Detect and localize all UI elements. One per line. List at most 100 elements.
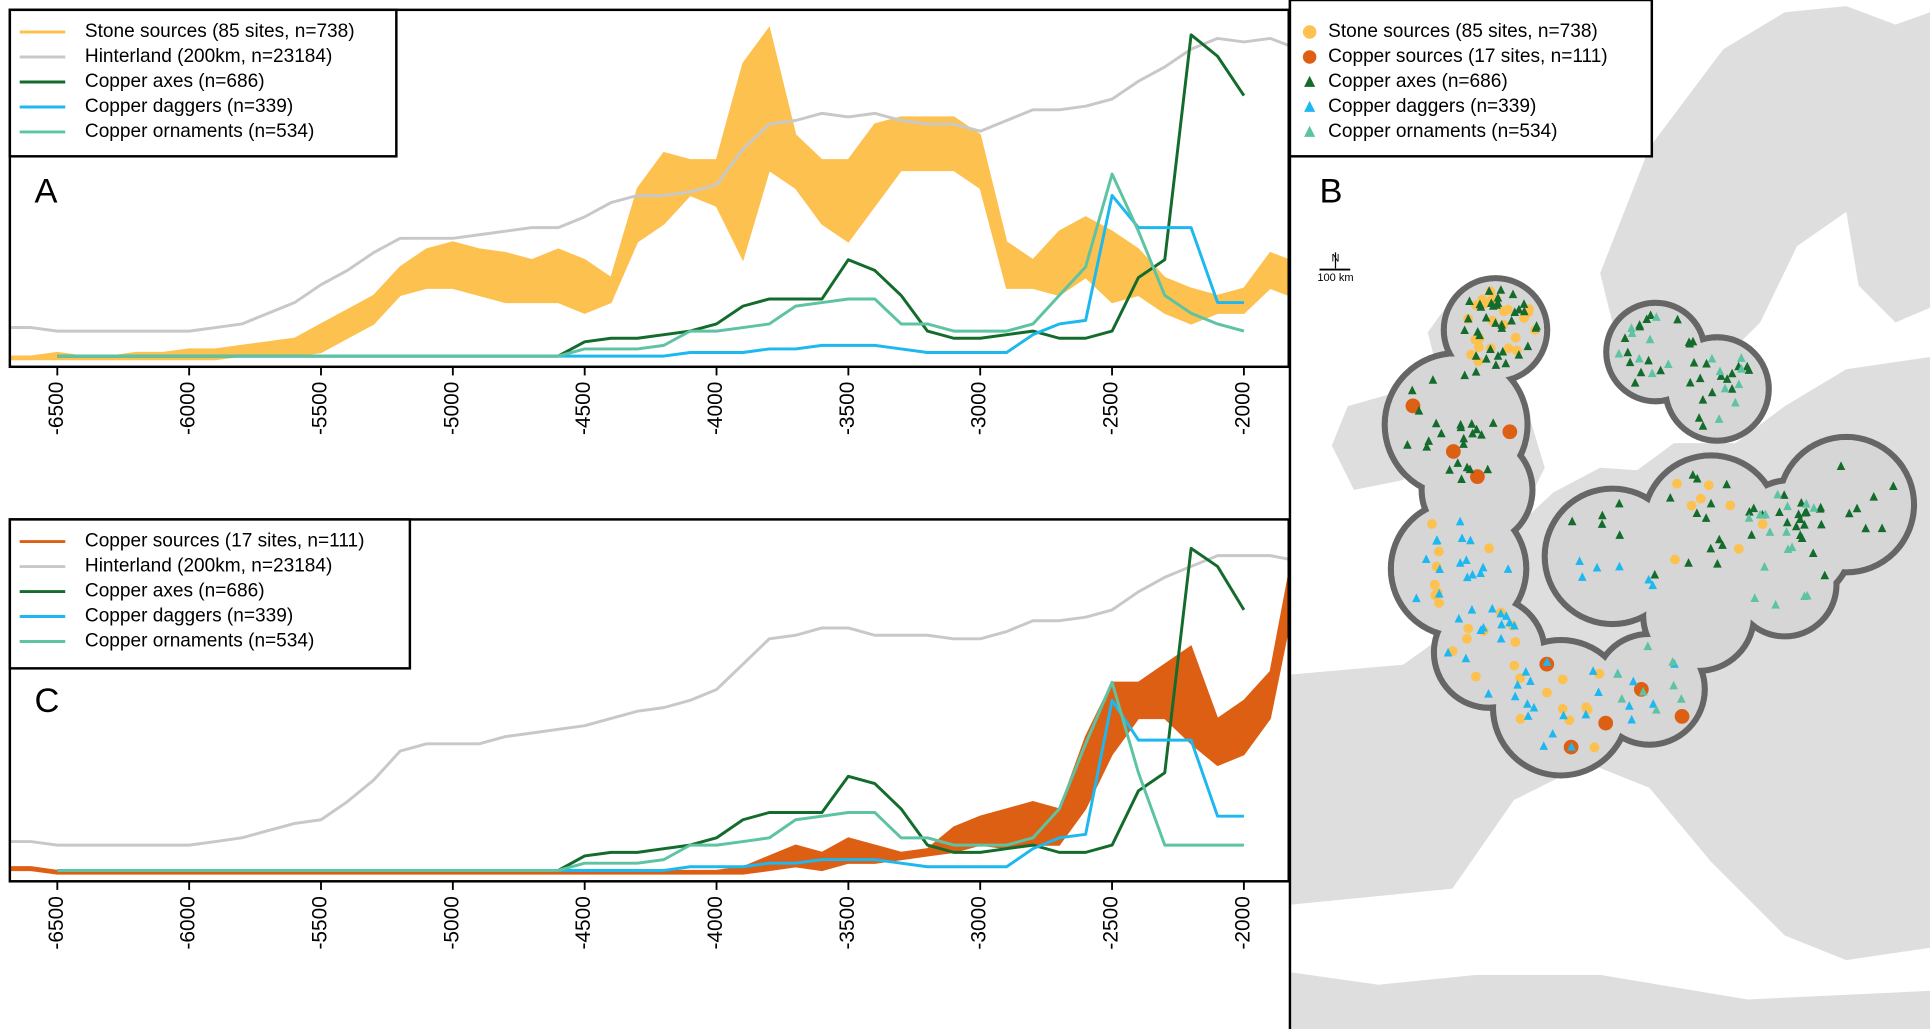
site-marker (1731, 397, 1740, 407)
site-marker (1749, 503, 1759, 513)
site-marker (1702, 358, 1711, 368)
site-marker (1422, 441, 1432, 451)
site-marker (1428, 375, 1438, 384)
site-marker (1773, 489, 1782, 499)
legend-label: Stone sources (85 sites, n=738) (85, 21, 355, 42)
site-marker (1684, 558, 1693, 567)
site-marker (1797, 498, 1806, 507)
site-marker (1483, 464, 1493, 474)
site-marker (1800, 519, 1809, 529)
site-marker (1479, 622, 1488, 632)
site-marker (1567, 741, 1576, 751)
site-marker (1445, 444, 1461, 459)
plot-frame (8, 8, 1290, 369)
site-marker (1686, 500, 1697, 511)
land (1600, 6, 1930, 360)
legend-marker (1302, 25, 1317, 39)
site-marker (1715, 366, 1725, 376)
site-buffer (1381, 275, 1918, 779)
site-marker (1461, 653, 1471, 663)
site-marker (1695, 373, 1705, 383)
legend-label: Copper ornaments (n=534) (1328, 121, 1557, 142)
site-marker (1507, 315, 1516, 325)
site-marker (1620, 333, 1630, 342)
x-tick-label: -3500 (836, 382, 859, 435)
site-marker (1502, 304, 1513, 315)
site-marker (1652, 705, 1661, 714)
site-marker (1559, 710, 1568, 720)
site-marker (1539, 741, 1549, 750)
site-marker (1727, 368, 1737, 378)
site-marker (1625, 357, 1635, 367)
x-tick-label: -6500 (45, 382, 68, 435)
site-marker (1643, 641, 1653, 651)
site-marker (1615, 561, 1624, 571)
site-marker (1548, 728, 1558, 738)
site-marker (1581, 709, 1591, 719)
site-marker (1491, 360, 1501, 369)
line (57, 172, 1245, 358)
site-marker (1797, 533, 1807, 542)
site-marker (1513, 679, 1522, 689)
line (9, 36, 1290, 333)
panel-label: A (34, 172, 57, 210)
site-marker (1597, 519, 1607, 528)
plot-area (9, 546, 1290, 875)
site-marker (1836, 461, 1846, 471)
legend-marker (1304, 75, 1316, 87)
site-marker (1521, 666, 1531, 676)
x-tick-label: -5000 (440, 382, 463, 435)
site-marker (1462, 462, 1472, 472)
site-marker (1557, 674, 1568, 685)
site-marker (1630, 377, 1640, 387)
site-marker (1467, 604, 1477, 614)
site-marker (1453, 458, 1463, 467)
site-marker (1503, 564, 1513, 573)
site-marker (1791, 521, 1801, 531)
site-marker (1722, 479, 1731, 489)
site-marker (1668, 657, 1677, 666)
site-marker (1765, 527, 1775, 536)
site-marker (1433, 546, 1444, 557)
site-marker (1627, 323, 1636, 332)
site-marker (1787, 542, 1797, 552)
legend-box (8, 518, 412, 670)
site-marker (1802, 507, 1811, 516)
site-marker (1510, 637, 1521, 647)
site-marker (1644, 574, 1653, 584)
site-marker (1623, 347, 1633, 357)
site-marker (1782, 527, 1791, 536)
legend-label: Copper daggers (n=339) (85, 96, 293, 117)
x-tick-label: -4500 (572, 896, 595, 949)
site-marker (1703, 480, 1714, 491)
site-marker (1403, 440, 1412, 449)
legend-marker (1302, 50, 1317, 64)
site-marker (1652, 312, 1661, 321)
site-marker (1432, 536, 1441, 545)
legend-label: Copper sources (17 sites, n=111) (1328, 46, 1608, 67)
site-marker (1431, 418, 1441, 428)
legend-box (1288, 0, 1654, 158)
site-marker (1594, 687, 1603, 696)
site-marker (1519, 299, 1529, 308)
site-marker (1498, 346, 1508, 356)
site-marker (1435, 564, 1444, 574)
site-marker (1526, 676, 1535, 686)
x-tick-label: -2000 (1231, 382, 1254, 435)
site-marker (1510, 691, 1520, 701)
x-tick-label: -4000 (704, 382, 727, 435)
site-marker (1470, 671, 1481, 682)
site-marker (1484, 286, 1494, 295)
site-marker (1508, 289, 1518, 299)
legend-label: Copper sources (17 sites, n=111) (85, 531, 365, 552)
site-marker (1745, 507, 1754, 516)
site-marker (1761, 509, 1770, 519)
site-marker (1861, 523, 1870, 533)
site-marker (1635, 320, 1644, 329)
legend-marker (1304, 100, 1316, 112)
site-marker (1734, 379, 1744, 389)
legend-label: Copper daggers (n=339) (85, 606, 293, 627)
site-marker (1634, 353, 1644, 363)
site-marker (1820, 570, 1830, 580)
site-marker (1523, 711, 1533, 720)
